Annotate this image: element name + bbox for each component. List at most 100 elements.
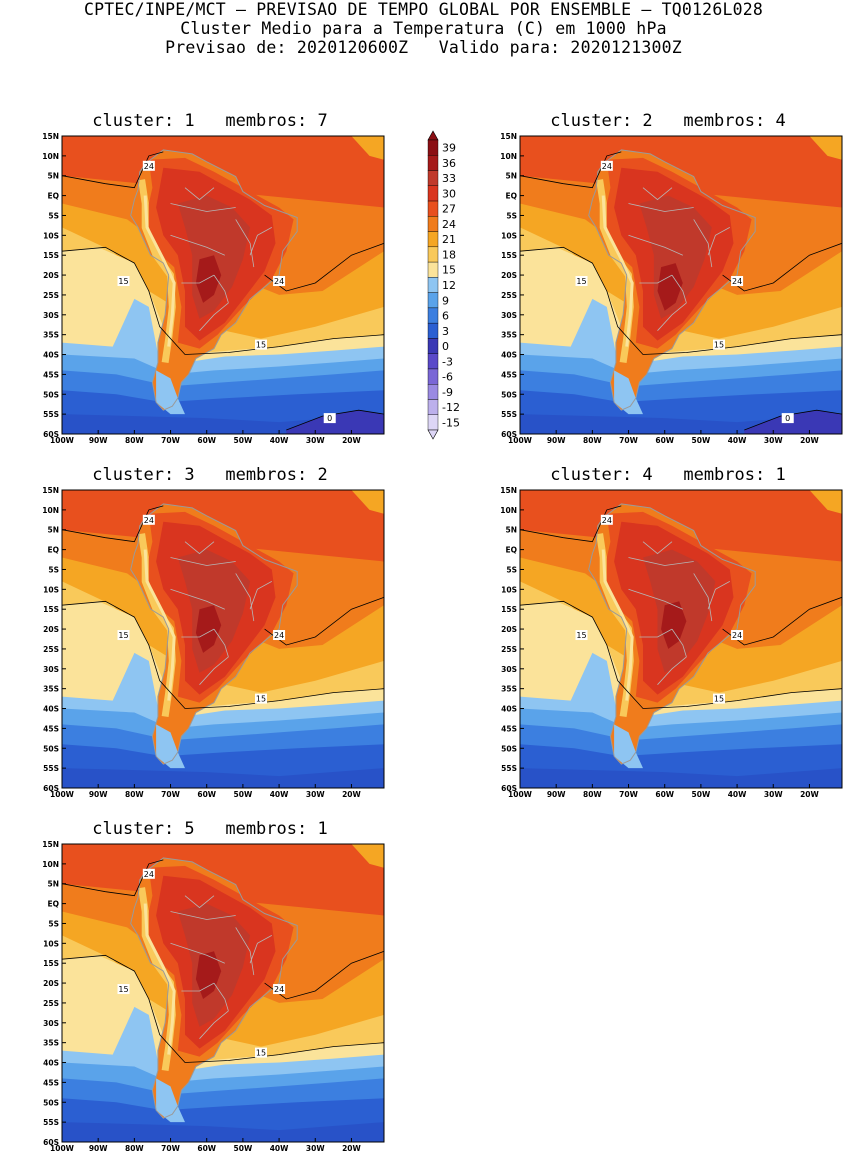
- border-line: [181, 628, 215, 638]
- panel-title: cluster: 4 membros: 1: [550, 465, 786, 485]
- lon-label: 100W: [50, 1144, 75, 1153]
- header-line-1: CPTEC/INPE/MCT – PREVISAO DE TEMPO GLOBA…: [84, 0, 763, 19]
- coastline: [130, 149, 298, 411]
- colorbar-swatch: [427, 170, 439, 186]
- lon-label: 30W: [764, 436, 783, 445]
- contour-label-bg: [781, 413, 794, 424]
- lon-label: 90W: [547, 790, 566, 799]
- map-frame: [61, 843, 385, 1143]
- contour-label-bg: [323, 413, 336, 424]
- lat-label: 30S: [43, 311, 59, 320]
- lat-label: 15N: [42, 132, 59, 141]
- band-ne: [809, 136, 842, 160]
- contour-label-bg: [575, 630, 588, 641]
- colorbar-label: -9: [442, 386, 453, 399]
- lon-label: 40W: [270, 1144, 289, 1153]
- field-layer: 24 24 15 15: [62, 844, 384, 1142]
- lat-label: 25S: [43, 645, 59, 654]
- lat-label: 40S: [43, 705, 59, 714]
- contour-label-bg: [273, 630, 286, 641]
- map-svg: 24 24 15 15 15N 10N 5N EQ 5S 10S 15S 20S 25S 30S 35S 40…: [500, 486, 843, 799]
- border-line: [628, 557, 694, 566]
- contour-label-bg: [712, 693, 725, 704]
- lat-label: 5S: [506, 211, 517, 220]
- lon-label: 50W: [234, 436, 253, 445]
- andes-core: [143, 903, 176, 1055]
- border-line: [639, 628, 673, 638]
- border-line: [707, 581, 730, 610]
- contour-label: 24: [732, 631, 742, 640]
- lon-label: 20W: [342, 790, 361, 799]
- lon-label: 70W: [619, 436, 638, 445]
- lon-label: 20W: [342, 436, 361, 445]
- contour-0: [744, 409, 842, 431]
- colorbar-label: 12: [442, 279, 456, 292]
- map-panel-5: cluster: 5 membros: 1 24 24 15 15 15N 10N 5N EQ…: [20, 819, 400, 1154]
- border-line: [170, 203, 236, 212]
- band-1: [520, 768, 842, 788]
- colorbar-label: 30: [442, 187, 456, 200]
- patagonia-cool: [156, 1078, 185, 1123]
- border-line: [249, 581, 272, 610]
- map-svg: 24 24 15 15 0 15N 10N 5N EQ 5S 10S 15S 20S 25S 30S 35S 4…: [500, 132, 843, 445]
- lon-label: 100W: [508, 436, 533, 445]
- lon-label: 40W: [270, 436, 289, 445]
- contour-label: 15: [118, 631, 128, 640]
- border-line: [213, 628, 229, 658]
- lat-label: 20S: [501, 271, 517, 280]
- colorbar-top-arrow: [427, 130, 439, 141]
- band-1: [62, 1122, 384, 1142]
- contour-label: 24: [274, 277, 284, 286]
- lat-label: 15N: [500, 132, 517, 141]
- lat-label: 55S: [43, 410, 59, 419]
- andes-core: [143, 195, 176, 347]
- field-layer: 24 24 15 15 0: [520, 136, 842, 434]
- colorbar-swatch: [427, 292, 439, 309]
- lat-label: 55S: [501, 410, 517, 419]
- colorbar-label: -12: [442, 401, 460, 414]
- contour-label-bg: [142, 868, 155, 879]
- contour-24-north: [62, 505, 164, 543]
- lon-label: 60W: [655, 436, 674, 445]
- band-ne: [351, 490, 384, 514]
- colorbar-label: 0: [442, 340, 449, 353]
- lon-label: 70W: [161, 1144, 180, 1153]
- border-line: [657, 302, 687, 331]
- map-panel-1: cluster: 1 membros: 7 24 24 15 15 0 15N 10N 5N E…: [20, 111, 400, 446]
- lon-label: 60W: [197, 790, 216, 799]
- lon-label: 70W: [619, 790, 638, 799]
- contour-label: 0: [327, 414, 332, 423]
- contour-label-bg: [273, 276, 286, 287]
- lat-label: 55S: [43, 764, 59, 773]
- border-line: [249, 935, 272, 964]
- lat-label: 25S: [43, 291, 59, 300]
- colorbar-swatch: [427, 155, 439, 171]
- lat-label: 10N: [500, 152, 517, 161]
- lat-label: 5S: [48, 919, 59, 928]
- colorbar-label: -6: [442, 371, 453, 384]
- contour-label-bg: [142, 514, 155, 525]
- colorbar-swatch: [427, 200, 439, 217]
- border-line: [671, 274, 687, 304]
- lon-label: 80W: [125, 1144, 144, 1153]
- colorbar-label: 36: [442, 157, 456, 170]
- colorbar-label: 21: [442, 233, 456, 246]
- lat-label: 5S: [48, 211, 59, 220]
- border-line: [181, 274, 215, 284]
- contour-label-bg: [600, 160, 613, 171]
- contour-label: 15: [118, 277, 128, 286]
- lon-label: 40W: [728, 436, 747, 445]
- lat-label: 15N: [500, 486, 517, 495]
- lon-label: 60W: [655, 790, 674, 799]
- border-line: [213, 274, 229, 304]
- lat-label: 60S: [43, 1138, 59, 1147]
- lon-label: 50W: [234, 1144, 253, 1153]
- colorbar-label: 6: [442, 310, 449, 323]
- patagonia-cool: [614, 724, 643, 769]
- lat-label: 5N: [48, 880, 60, 889]
- coastline: [588, 149, 756, 411]
- lat-label: 20S: [501, 625, 517, 634]
- border-line: [199, 656, 229, 685]
- colorbar-swatch: [427, 368, 439, 385]
